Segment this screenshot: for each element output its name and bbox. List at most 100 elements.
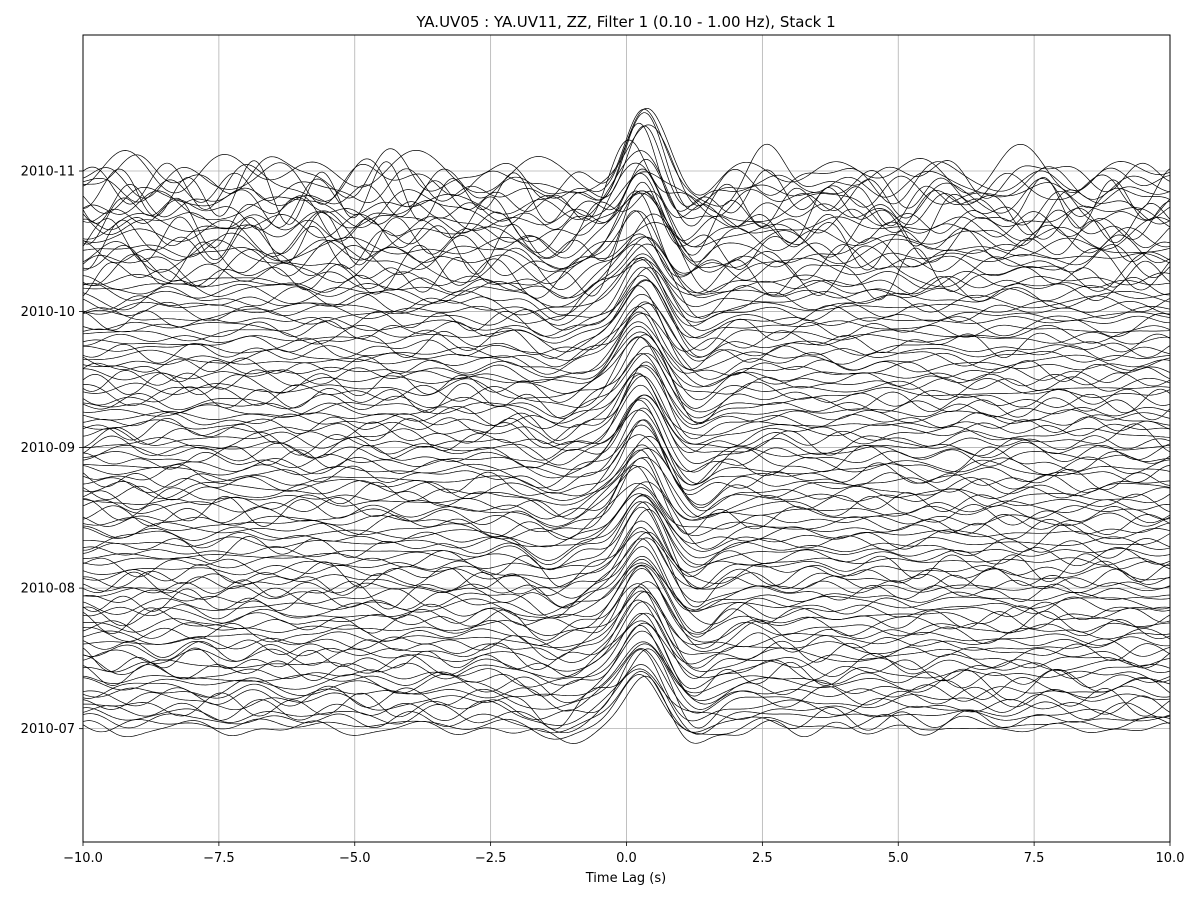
correlation-trace <box>82 643 1171 712</box>
correlation-trace <box>82 190 1171 276</box>
correlation-trace <box>83 493 1171 553</box>
correlation-trace <box>82 107 1171 196</box>
correlation-trace <box>82 374 1170 449</box>
correlation-trace <box>82 409 1171 484</box>
x-axis-ticks: −10.0 −7.5 −5.0 −2.5 0.0 2.5 5.0 7.5 10.0 <box>63 842 1184 866</box>
correlation-trace <box>82 612 1171 679</box>
correlation-trace <box>82 285 1171 359</box>
correlation-trace <box>82 466 1171 527</box>
correlation-trace <box>82 372 1171 445</box>
correlation-trace <box>82 674 1171 740</box>
correlation-trace <box>82 648 1171 730</box>
correlation-trace <box>82 334 1171 409</box>
y-tick-label: 2010-09 <box>21 441 75 456</box>
correlation-trace <box>82 419 1171 491</box>
correlation-trace <box>82 407 1171 486</box>
correlation-trace <box>82 509 1171 590</box>
correlation-trace <box>82 568 1171 641</box>
correlation-trace <box>82 399 1171 472</box>
correlation-trace <box>82 436 1171 509</box>
correlation-trace <box>82 531 1171 608</box>
correlation-trace <box>82 280 1170 358</box>
correlation-trace <box>82 520 1171 584</box>
correlation-trace <box>82 397 1171 473</box>
correlation-trace <box>82 546 1171 619</box>
correlation-trace <box>82 243 1171 308</box>
correlation-trace <box>82 495 1171 568</box>
correlation-trace <box>82 352 1171 419</box>
correlation-trace <box>82 243 1171 319</box>
correlation-trace <box>83 649 1171 722</box>
correlation-trace <box>82 293 1171 359</box>
correlation-trace <box>82 537 1171 608</box>
correlation-trace <box>82 259 1171 321</box>
correlation-trace <box>82 311 1171 378</box>
correlation-trace <box>82 419 1171 495</box>
correlation-trace <box>82 583 1171 652</box>
correlation-trace <box>82 384 1171 453</box>
correlation-trace <box>82 125 1171 210</box>
correlation-trace <box>82 465 1171 533</box>
correlation-trace <box>82 236 1171 299</box>
correlation-trace <box>82 336 1171 403</box>
correlation-trace <box>82 257 1171 327</box>
correlation-trace <box>82 210 1171 301</box>
correlation-trace <box>82 236 1171 299</box>
y-tick-label: 2010-08 <box>21 582 75 597</box>
correlation-trace <box>82 457 1171 520</box>
correlation-trace <box>82 139 1171 221</box>
correlation-trace <box>82 159 1171 231</box>
correlation-trace <box>83 325 1171 388</box>
correlation-trace <box>82 266 1171 339</box>
correlation-trace <box>82 192 1171 263</box>
correlation-trace <box>82 168 1171 249</box>
correlation-trace <box>82 562 1171 625</box>
correlation-trace <box>82 671 1171 734</box>
correlation-trace <box>82 108 1171 207</box>
chart-title: YA.UV05 : YA.UV11, ZZ, Filter 1 (0.10 - … <box>415 13 835 31</box>
correlation-trace <box>82 162 1171 256</box>
correlation-trace <box>82 538 1171 612</box>
x-tick-label: 10.0 <box>1156 851 1185 866</box>
correlation-trace <box>82 581 1171 649</box>
x-tick-label: 7.5 <box>1024 851 1045 866</box>
correlation-trace <box>82 279 1171 351</box>
correlation-trace <box>82 449 1171 521</box>
correlation-trace <box>82 434 1171 506</box>
correlation-trace <box>82 190 1171 270</box>
x-tick-label: −10.0 <box>63 851 103 866</box>
correlation-trace <box>82 112 1171 211</box>
x-tick-label: 0.0 <box>616 851 637 866</box>
correlation-trace <box>83 303 1171 362</box>
correlation-trace <box>82 457 1171 535</box>
correlation-trace <box>82 599 1171 670</box>
correlation-trace <box>82 564 1171 638</box>
correlation-trace <box>82 630 1171 704</box>
x-tick-label: −7.5 <box>203 851 235 866</box>
y-tick-label: 2010-07 <box>21 722 75 737</box>
y-tick-label: 2010-11 <box>21 165 75 180</box>
correlation-trace <box>82 394 1171 466</box>
x-tick-label: 5.0 <box>888 851 909 866</box>
traces-layer <box>82 107 1171 744</box>
x-tick-label: −5.0 <box>339 851 371 866</box>
correlation-trace <box>82 331 1171 401</box>
correlation-trace <box>82 424 1171 489</box>
correlation-trace <box>82 181 1171 275</box>
correlation-trace <box>82 321 1171 387</box>
correlation-trace <box>82 258 1171 326</box>
correlation-trace <box>83 501 1171 577</box>
correlation-trace <box>82 253 1171 318</box>
correlation-trace <box>82 622 1171 697</box>
correlation-trace <box>83 494 1171 561</box>
correlation-trace <box>82 675 1170 744</box>
correlation-trace <box>82 394 1171 461</box>
x-tick-label: 2.5 <box>752 851 773 866</box>
correlation-trace <box>82 555 1171 616</box>
correlation-trace <box>82 124 1171 207</box>
correlation-trace <box>82 481 1171 550</box>
correlation-trace <box>82 313 1171 380</box>
correlation-trace <box>82 613 1171 690</box>
